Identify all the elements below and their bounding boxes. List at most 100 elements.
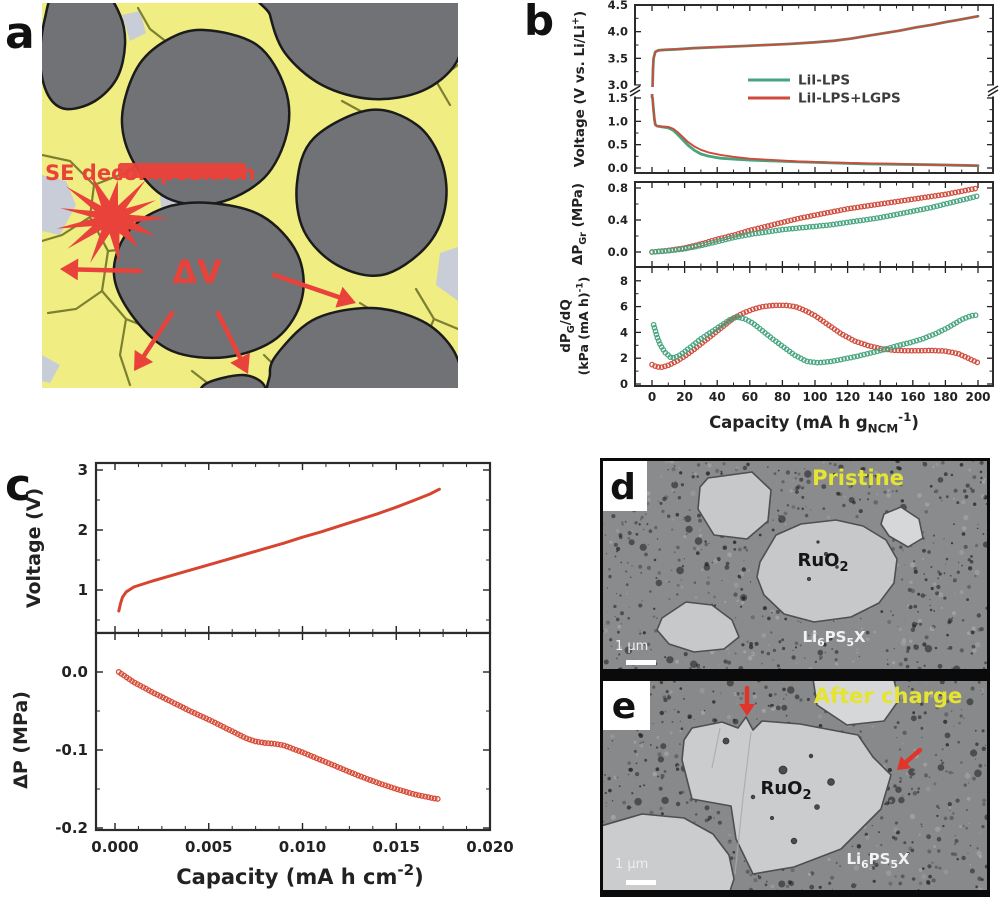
sem-speckle	[604, 791, 607, 795]
sem-speckle	[783, 698, 785, 700]
series-symbol	[910, 208, 917, 214]
sem-speckle	[625, 583, 629, 586]
active-material-particle	[112, 201, 305, 360]
sem-speckle	[969, 560, 974, 564]
sem-speckle	[883, 490, 887, 494]
sem-speckle	[638, 564, 643, 569]
series-symbol	[672, 247, 679, 253]
sem-speckle	[633, 749, 637, 753]
series-symbol	[343, 767, 350, 774]
sem-speckle	[697, 513, 701, 518]
sem-speckle	[655, 617, 659, 620]
sem-speckle	[696, 547, 699, 550]
sem-speckle	[898, 662, 903, 667]
sem-speckle	[980, 476, 983, 480]
sem-speckle	[628, 539, 635, 546]
series-symbol	[878, 200, 885, 207]
series-symbol	[844, 355, 851, 362]
sem-speckle	[666, 656, 674, 664]
sem-speckle	[609, 638, 613, 642]
sem-speckle	[951, 617, 954, 619]
series-symbol	[912, 347, 918, 354]
sem-speckle	[903, 841, 907, 845]
sem-speckle	[925, 786, 931, 792]
sem-speckle	[861, 627, 863, 630]
series-symbol	[870, 215, 877, 222]
series-symbol	[689, 244, 696, 251]
sem-speckle	[874, 470, 878, 474]
sem-frame	[600, 678, 990, 897]
series-symbol	[740, 310, 747, 316]
panel-d-sem-image: d Pristine RuO2 Li6PS5X 1 μm	[600, 458, 990, 672]
sem-speckle	[909, 813, 916, 820]
sem-speckle	[924, 635, 929, 640]
sem-speckle	[834, 658, 838, 662]
sem-speckle	[677, 710, 680, 714]
sem-speckle	[709, 809, 711, 811]
sem-speckle	[659, 501, 663, 505]
series-symbol	[918, 347, 925, 354]
axis-break-mask	[988, 85, 998, 97]
sem-speckle	[810, 509, 812, 511]
series-symbol	[841, 206, 848, 213]
sem-speckle	[932, 582, 936, 586]
series-symbol	[837, 220, 843, 227]
sem-speckle	[618, 533, 623, 538]
sem-speckle	[607, 776, 611, 781]
sem-speckle	[975, 758, 976, 760]
sem-speckle	[922, 531, 924, 533]
series-symbol	[913, 337, 920, 344]
sem-speckle	[728, 833, 732, 837]
sem-speckle	[625, 570, 628, 573]
series-symbol	[666, 247, 672, 254]
series-symbol	[783, 302, 790, 309]
sem-speckle	[828, 881, 832, 885]
series-symbol	[277, 741, 284, 748]
sem-speckle	[890, 610, 892, 612]
series-symbol	[706, 240, 712, 247]
series-symbol	[352, 771, 359, 778]
sem-speckle	[950, 542, 954, 545]
series-line	[651, 15, 979, 98]
sem-speckle	[766, 880, 768, 883]
sem-speckle	[918, 622, 923, 626]
sem-speckle	[720, 472, 723, 475]
sem-speckle	[969, 844, 972, 847]
sem-speckle	[655, 746, 659, 749]
sem-speckle	[619, 594, 622, 597]
series-symbol	[667, 354, 674, 361]
series-symbol	[908, 196, 915, 203]
sem-speckle	[839, 865, 842, 868]
panel-letter-box	[600, 458, 647, 511]
series-symbol	[851, 354, 857, 360]
series-symbol	[912, 196, 918, 202]
series-symbol	[786, 226, 793, 232]
sem-speckle	[830, 875, 835, 880]
sem-speckle	[712, 700, 716, 704]
sem-speckle	[614, 615, 616, 618]
sem-speckle	[851, 845, 853, 847]
sem-speckle	[772, 648, 777, 653]
series-symbol	[255, 738, 262, 745]
sem-speckle	[611, 514, 616, 519]
sem-speckle	[713, 817, 715, 819]
sem-speckle	[943, 816, 948, 821]
sem-speckle	[725, 666, 729, 670]
series-symbol	[794, 215, 801, 222]
x-tick-label: 200	[965, 390, 990, 404]
sem-speckle	[874, 862, 879, 868]
series-symbol	[844, 205, 851, 212]
sem-speckle	[970, 652, 973, 655]
sem-speckle	[952, 812, 955, 815]
series-symbol	[240, 733, 247, 740]
series-symbol	[804, 213, 811, 220]
ruo2-particle	[600, 813, 735, 897]
sem-speckle	[966, 598, 969, 601]
sem-speckle	[981, 878, 984, 881]
sem-speckle	[890, 470, 894, 474]
series-symbol	[864, 216, 870, 223]
sem-speckle	[707, 818, 710, 821]
series-symbol	[652, 363, 658, 369]
series-symbol	[827, 358, 834, 365]
sem-speckle	[966, 796, 971, 801]
